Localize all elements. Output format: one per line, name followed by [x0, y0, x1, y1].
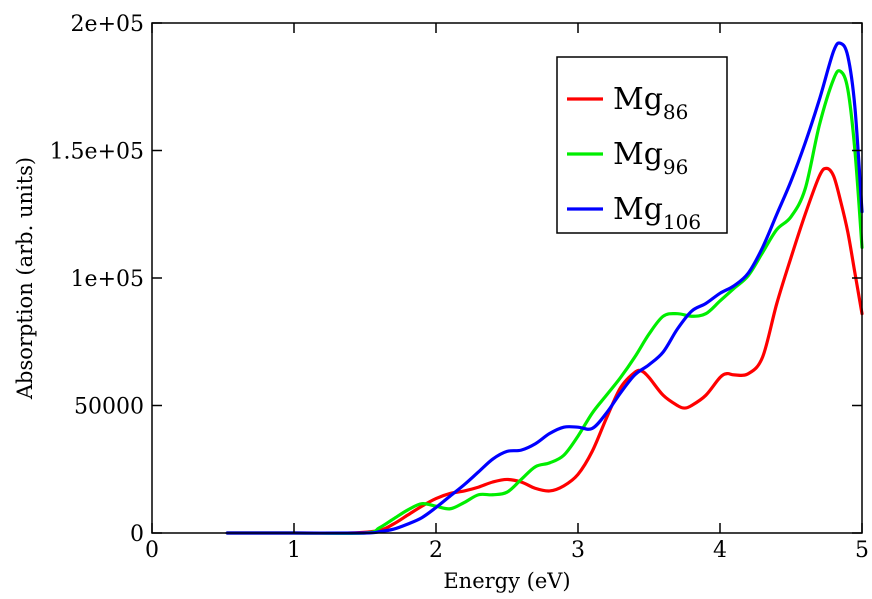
- plot-frame: [151, 22, 863, 534]
- x-tick-label: 5: [855, 538, 869, 563]
- x-tick-label: 0: [145, 538, 159, 563]
- series-line-mg86: [225, 166, 864, 535]
- y-tick-label: 50000: [74, 395, 144, 420]
- y-tick-label: 0: [130, 522, 144, 547]
- legend-box: [556, 56, 728, 234]
- y-tick-label: 1e+05: [71, 267, 144, 292]
- series-layer: [225, 41, 864, 535]
- series-line-mg106: [225, 41, 864, 535]
- legend-entry-mg106: Mg106: [613, 192, 701, 234]
- x-axis-title: Energy (eV): [443, 569, 570, 593]
- x-tick-label: 1: [287, 538, 301, 563]
- x-tick-label: 4: [713, 538, 727, 563]
- y-tick-label: 1.5e+05: [50, 140, 144, 165]
- series-line-mg96: [225, 69, 864, 535]
- ticks-layer: 0 1 2 3 4 5 0 50000 1e+05 1.5e+05 2e+05: [50, 12, 869, 563]
- y-tick-label: 2e+05: [71, 12, 144, 37]
- legend-entry-mg86: Mg86: [613, 82, 688, 124]
- x-tick-label: 2: [429, 538, 443, 563]
- legend: Mg86 Mg96 Mg106: [556, 56, 728, 234]
- x-tick-label: 3: [571, 538, 585, 563]
- legend-entry-mg96: Mg96: [613, 137, 688, 179]
- y-axis-title: Absorption (arb. units): [13, 157, 37, 400]
